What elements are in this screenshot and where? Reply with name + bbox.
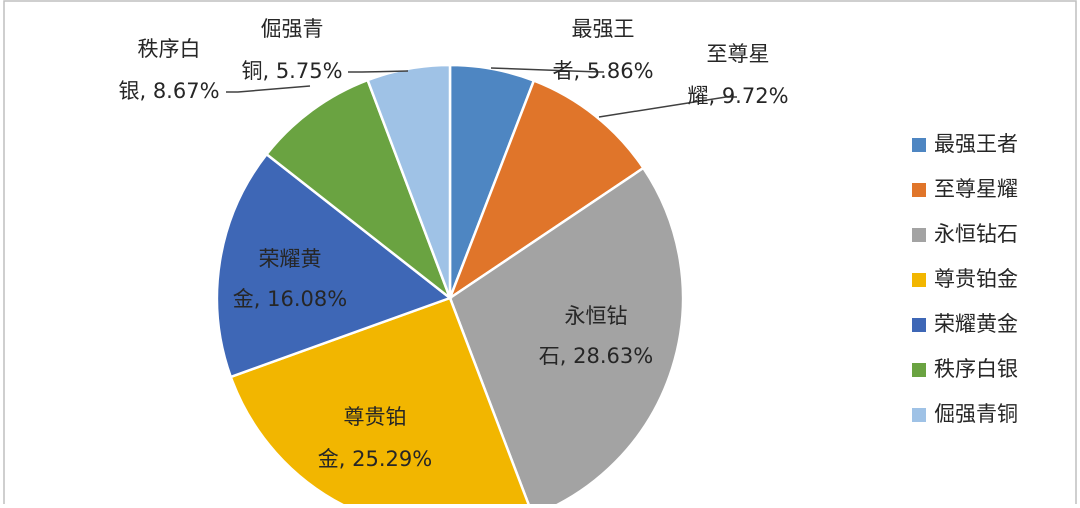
legend-swatch-2 [912, 183, 926, 197]
pie-slice-5 [215, 152, 453, 379]
legend-label-4: 尊贵铂金 [934, 267, 1018, 291]
data-label-5-label-line1: 荣耀黄 [259, 247, 322, 271]
leader-line-6 [226, 85, 311, 93]
leader-line-2 [598, 96, 737, 118]
data-label-4-label-line2: 金, 25.29% [318, 447, 432, 471]
legend-label-1: 最强王者 [934, 132, 1018, 156]
data-label-5-label-line2: 金, 16.08% [233, 287, 347, 311]
legend-swatch-6 [912, 363, 926, 377]
data-label-6-label-line1: 秩序白 [138, 37, 201, 61]
legend-label-7: 倔强青铜 [934, 402, 1018, 426]
leader-line-1 [490, 67, 604, 73]
data-label-2-label-line1: 至尊星 [707, 42, 770, 66]
legend-swatch-1 [912, 138, 926, 152]
legend-label-3: 永恒钻石 [934, 222, 1018, 246]
legend-swatch-3 [912, 228, 926, 242]
data-label-3-label-line1: 永恒钻 [565, 304, 628, 328]
pie-slices [215, 63, 685, 508]
legend-swatch-5 [912, 318, 926, 332]
data-label-7-label-line2: 铜, 5.75% [241, 59, 342, 83]
legend-label-5: 荣耀黄金 [934, 312, 1018, 336]
legend-label-6: 秩序白银 [934, 357, 1018, 381]
data-label-4-label-line1: 尊贵铂 [344, 405, 407, 429]
pie-slice-6 [264, 78, 453, 302]
pie-slice-7 [366, 63, 452, 299]
data-label-6-label-line2: 银, 8.67% [118, 79, 219, 103]
data-label-7-label-line1: 倔强青 [261, 17, 324, 41]
pie-slice-3 [448, 166, 685, 508]
leader-lines [226, 67, 737, 118]
pie-slice-2 [447, 79, 646, 302]
data-label-2-label-line2: 耀, 9.72% [687, 84, 788, 108]
data-labels: 最强王者, 5.86%至尊星耀, 9.72%永恒钻石, 28.63%尊贵铂金, … [118, 17, 788, 471]
data-label-1-label-line2: 者, 5.86% [552, 59, 653, 83]
data-label-1-label-line1: 最强王 [572, 17, 635, 41]
legend-swatch-7 [912, 408, 926, 422]
legend-swatch-4 [912, 273, 926, 287]
legend-label-2: 至尊星耀 [934, 177, 1018, 201]
data-label-3-label-line2: 石, 28.63% [539, 344, 653, 368]
leader-line-7 [348, 70, 409, 73]
